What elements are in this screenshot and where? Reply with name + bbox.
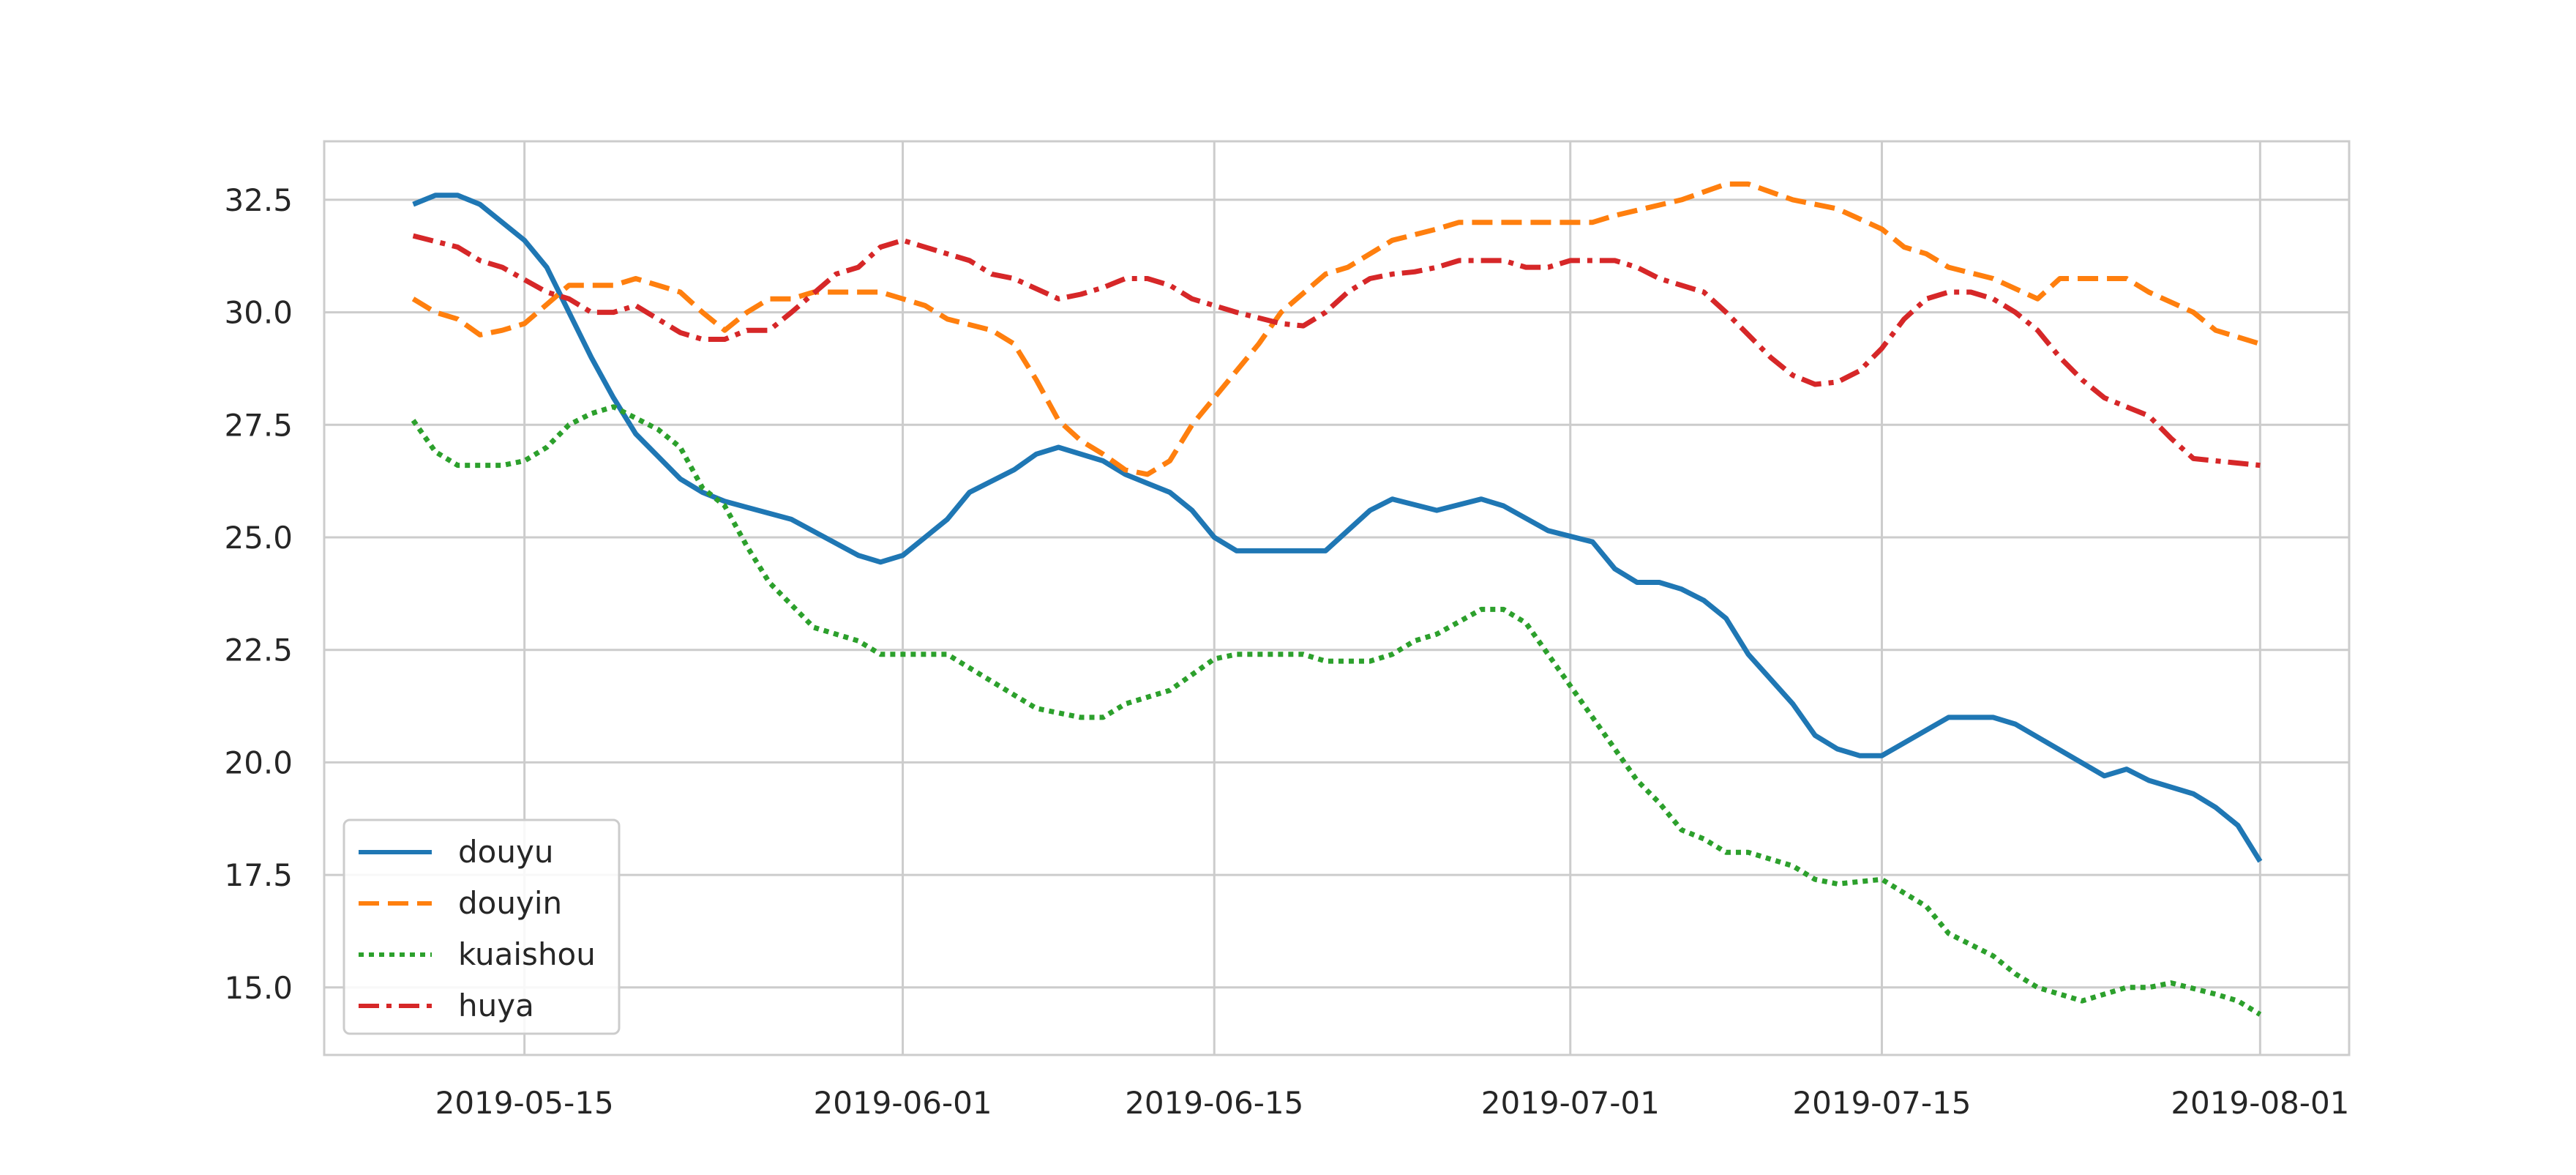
y-tick-label: 27.5 (224, 407, 293, 443)
y-tick-label: 22.5 (224, 633, 293, 668)
series-group (411, 181, 2263, 1017)
series-line-douyin (411, 181, 2261, 477)
series-line-douyu (412, 193, 2263, 863)
x-tick-label: 2019-06-01 (814, 1085, 992, 1121)
series-line-huya (412, 233, 2261, 469)
y-tick-label: 30.0 (224, 295, 293, 331)
y-tick-label: 25.0 (224, 520, 293, 556)
legend-label-huya: huya (458, 988, 534, 1023)
series-line-kuaishou (411, 404, 2262, 1017)
y-tick-label: 15.0 (224, 970, 293, 1006)
x-tick-label: 2019-07-15 (1792, 1085, 1971, 1121)
x-tick-label: 2019-05-15 (435, 1085, 614, 1121)
plot-frame (323, 140, 2351, 1056)
legend-label-douyin: douyin (458, 885, 562, 921)
tick-labels: 2019-05-15 2019-06-01 2019-06-15 2019-07-01… (224, 182, 2349, 1121)
y-tick-label: 17.5 (224, 857, 293, 893)
y-tick-label: 20.0 (224, 745, 293, 780)
legend-label-kuaishou: kuaishou (458, 936, 596, 972)
x-tick-label: 2019-06-15 (1125, 1085, 1303, 1121)
legend: douyu douyin kuaishou huya (342, 818, 621, 1035)
x-tick-label: 2019-07-01 (1481, 1085, 1660, 1121)
x-tick-label: 2019-08-01 (2171, 1085, 2349, 1121)
legend-label-douyu: douyu (458, 834, 553, 870)
legend-box (342, 818, 621, 1035)
y-tick-label: 32.5 (224, 182, 293, 218)
